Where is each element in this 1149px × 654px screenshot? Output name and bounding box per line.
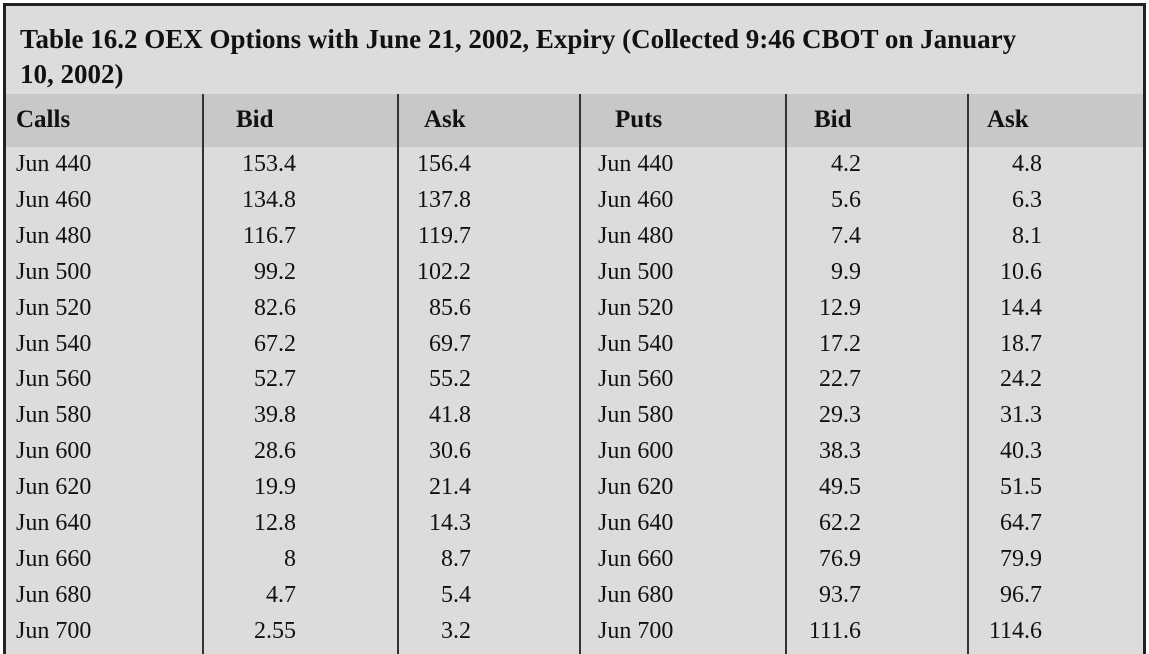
- table-frame: Table 16.2 OEX Options with June 21, 200…: [3, 3, 1146, 654]
- call-strike-cell: Jun 480: [16, 222, 92, 249]
- put-strike-cell: Jun 560: [598, 366, 674, 393]
- put-bid-cell: 29.3: [819, 402, 861, 429]
- put-strike-cell: Jun 680: [598, 581, 674, 608]
- put-strike-cell: Jun 660: [598, 545, 674, 572]
- call-strike-cell: Jun 540: [16, 330, 92, 357]
- call-strike-cell: Jun 580: [16, 402, 92, 429]
- call-ask-cell: 102.2: [417, 258, 471, 285]
- put-ask-cell: 51.5: [1000, 474, 1042, 501]
- header-put-ask: Ask: [987, 106, 1029, 133]
- put-strike-cell: Jun 700: [598, 617, 674, 644]
- put-bid-cell: 76.9: [819, 545, 861, 572]
- put-bid-cell: 9.9: [831, 258, 861, 285]
- call-strike-cell: Jun 460: [16, 186, 92, 213]
- put-strike-cell: Jun 520: [598, 294, 674, 321]
- put-bid-cell: 62.2: [819, 510, 861, 536]
- call-bid-cell: 116.7: [242, 222, 296, 249]
- call-ask-cell: 14.3: [429, 510, 471, 536]
- header-puts: Puts: [615, 106, 663, 133]
- header-put-bid: Bid: [814, 106, 852, 133]
- put-bid-cell: 7.4: [831, 222, 861, 249]
- call-strike-cell: Jun 520: [16, 294, 92, 321]
- call-bid-cell: 153.4: [242, 151, 296, 177]
- put-ask-cell: 96.7: [1000, 581, 1042, 608]
- column-divider: [785, 94, 787, 654]
- header-row: [6, 94, 1143, 147]
- put-strike-cell: Jun 460: [598, 186, 674, 213]
- call-ask-cell: 156.4: [417, 151, 471, 177]
- call-ask-cell: 85.6: [429, 294, 471, 321]
- call-strike-cell: Jun 440: [16, 151, 92, 177]
- call-ask-cell: 41.8: [429, 402, 471, 429]
- put-strike-cell: Jun 480: [598, 222, 674, 249]
- column-divider: [967, 94, 969, 654]
- put-strike-cell: Jun 600: [598, 438, 674, 465]
- call-ask-cell: 30.6: [429, 438, 471, 465]
- put-ask-cell: 10.6: [1000, 258, 1042, 285]
- put-ask-cell: 79.9: [1000, 545, 1042, 572]
- put-strike-cell: Jun 620: [598, 474, 674, 501]
- call-ask-cell: 69.7: [429, 330, 471, 357]
- table-title: Table 16.2 OEX Options with June 21, 200…: [20, 24, 1017, 89]
- put-bid-cell: 49.5: [819, 474, 861, 501]
- call-ask-cell: 5.4: [441, 581, 471, 608]
- call-bid-cell: 28.6: [254, 438, 296, 465]
- call-strike-cell: Jun 600: [16, 438, 92, 465]
- call-strike-cell: Jun 560: [16, 366, 92, 393]
- put-ask-cell: 40.3: [1000, 438, 1042, 465]
- put-ask-cell: 8.1: [1012, 222, 1042, 249]
- call-bid-cell: 134.8: [242, 186, 296, 213]
- call-bid-cell: 82.6: [254, 294, 296, 321]
- call-strike-cell: Jun 680: [16, 581, 92, 608]
- put-ask-cell: 64.7: [1000, 510, 1042, 536]
- put-ask-cell: 31.3: [1000, 402, 1042, 429]
- call-bid-cell: 4.7: [266, 581, 296, 608]
- put-strike-cell: Jun 540: [598, 330, 674, 357]
- put-ask-cell: 114.6: [988, 617, 1042, 644]
- call-strike-cell: Jun 620: [16, 474, 92, 501]
- call-ask-cell: 55.2: [429, 366, 471, 393]
- call-strike-cell: Jun 700: [16, 617, 92, 644]
- header-call-bid: Bid: [236, 106, 274, 133]
- call-bid-cell: 39.8: [254, 402, 296, 429]
- call-ask-cell: 8.7: [441, 545, 471, 572]
- put-bid-cell: 38.3: [819, 438, 861, 465]
- header-call-ask: Ask: [424, 106, 466, 133]
- put-bid-cell: 5.6: [831, 186, 861, 213]
- put-strike-cell: Jun 440: [598, 151, 674, 177]
- put-ask-cell: 4.8: [1012, 151, 1042, 177]
- put-bid-cell: 93.7: [819, 581, 861, 608]
- call-bid-cell: 52.7: [254, 366, 296, 393]
- call-strike-cell: Jun 500: [16, 258, 92, 285]
- call-ask-cell: 21.4: [429, 474, 471, 501]
- column-divider: [579, 94, 581, 654]
- put-strike-cell: Jun 640: [598, 510, 674, 536]
- put-ask-cell: 6.3: [1012, 186, 1042, 213]
- call-ask-cell: 119.7: [417, 222, 471, 249]
- put-bid-cell: 4.2: [831, 151, 861, 177]
- put-bid-cell: 111.6: [808, 617, 861, 644]
- call-bid-cell: 2.55: [254, 617, 296, 644]
- call-bid-cell: 19.9: [254, 474, 296, 501]
- put-bid-cell: 17.2: [819, 330, 861, 357]
- put-ask-cell: 18.7: [1000, 330, 1042, 357]
- call-bid-cell: 99.2: [254, 258, 296, 285]
- put-ask-cell: 24.2: [1000, 366, 1042, 393]
- call-ask-cell: 137.8: [417, 186, 471, 213]
- call-bid-cell: 8: [284, 545, 296, 572]
- call-bid-cell: 67.2: [254, 330, 296, 357]
- call-strike-cell: Jun 640: [16, 510, 92, 536]
- put-ask-cell: 14.4: [1000, 294, 1042, 321]
- put-bid-cell: 22.7: [819, 366, 861, 393]
- put-bid-cell: 12.9: [819, 294, 861, 321]
- column-divider: [202, 94, 204, 654]
- header-calls: Calls: [16, 106, 71, 133]
- call-ask-cell: 3.2: [441, 617, 471, 644]
- put-strike-cell: Jun 500: [598, 258, 674, 285]
- put-strike-cell: Jun 580: [598, 402, 674, 429]
- column-divider: [397, 94, 399, 654]
- call-bid-cell: 12.8: [254, 510, 296, 536]
- call-strike-cell: Jun 660: [16, 545, 92, 572]
